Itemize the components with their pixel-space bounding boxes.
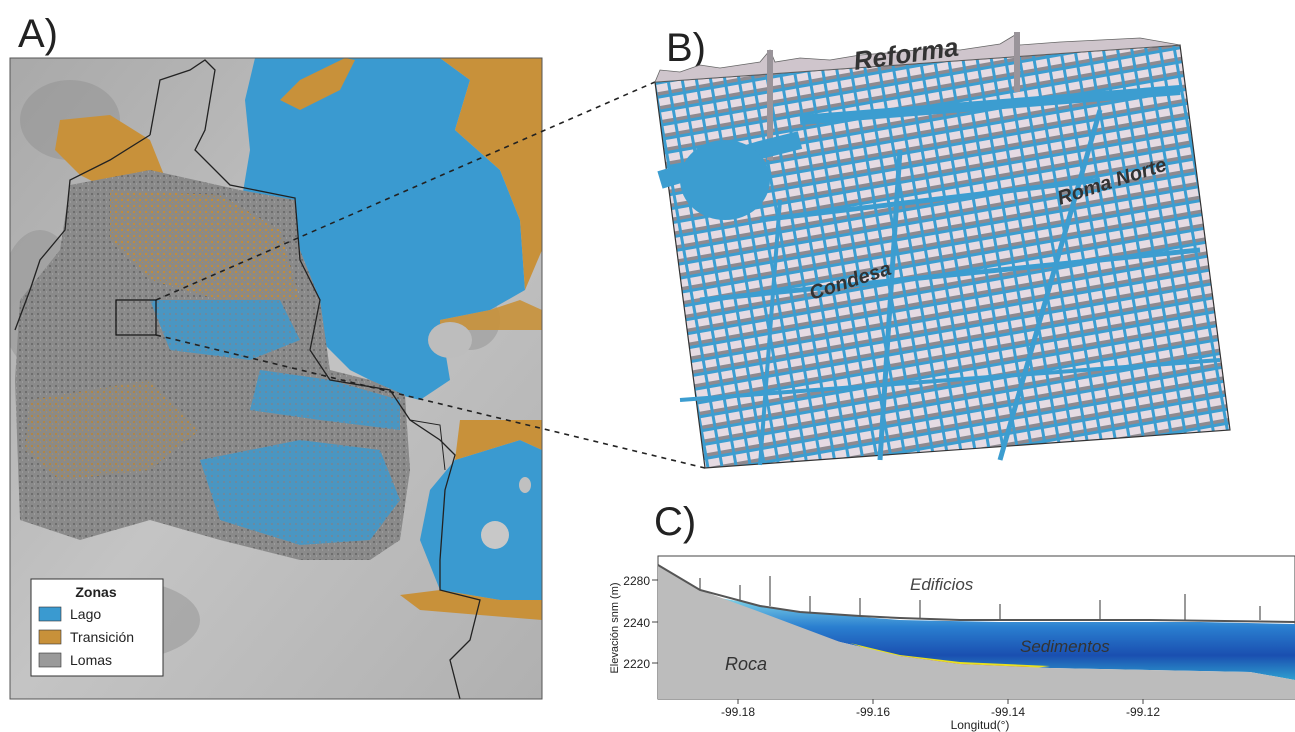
legend-swatch-hills (38, 652, 62, 668)
inset-box (115, 299, 157, 336)
legend-label-transition: Transición (70, 629, 134, 645)
label-buildings: Edificios (910, 575, 974, 594)
connector-top (155, 81, 656, 301)
xtick-4: -99.12 (1126, 705, 1160, 719)
transition-zone-ne (440, 58, 542, 290)
xtick-3: -99.14 (991, 705, 1025, 719)
panel-b-label: B) (666, 26, 706, 70)
legend-title: Zonas (75, 584, 116, 600)
y-axis-label: Elevación snm (m) (609, 582, 621, 673)
x-axis-label: Longitud(°) (951, 718, 1010, 732)
label-rock: Roca (725, 654, 767, 674)
city-boundary (149, 59, 481, 699)
lake-zone-east (420, 440, 542, 600)
sediments-layer (720, 598, 1295, 680)
ytick-2240: 2240 (623, 616, 650, 630)
legend-label-hills: Lomas (70, 652, 112, 668)
cross-section (652, 555, 1295, 704)
rock-layer (658, 565, 1295, 699)
label-sediments: Sedimentos (1020, 637, 1110, 656)
panel-a-label: A) (18, 12, 58, 56)
xtick-1: -99.18 (721, 705, 755, 719)
ytick-2280: 2280 (623, 574, 650, 588)
map-frame (9, 57, 543, 700)
legend-label-lake: Lago (70, 606, 101, 622)
legend-swatch-transition (38, 629, 62, 645)
legend (30, 578, 164, 677)
connector-bottom (155, 334, 706, 469)
panel-c-label: C) (654, 500, 697, 544)
ytick-2220: 2220 (623, 657, 650, 671)
legend-swatch-lake (38, 606, 62, 622)
xtick-2: -99.16 (856, 705, 890, 719)
city-3d-model (654, 32, 1231, 469)
